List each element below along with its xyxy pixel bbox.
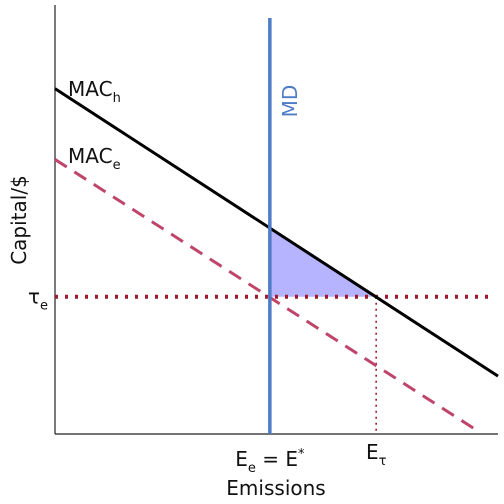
plot-area	[54, 5, 499, 435]
series-mac-h-line	[54, 87, 499, 378]
x-axis-title: Emissions	[226, 476, 325, 500]
x-tick-label-e-tau: Eτ	[366, 440, 387, 469]
labels-layer: Emissions Capital/$ MACh MACe MD τe Ee = E* E…	[7, 77, 387, 500]
y-tick-label-tau-e: τe	[28, 285, 48, 314]
x-tick-label-e-star: Ee = E*	[235, 447, 305, 476]
y-axis-title: Capital/$	[7, 175, 31, 265]
series-mac-e-line	[54, 158, 477, 431]
series-md-label: MD	[278, 85, 302, 118]
series-mac-e-label: MACe	[68, 144, 121, 173]
series-mac-h-label: MACh	[68, 77, 121, 106]
